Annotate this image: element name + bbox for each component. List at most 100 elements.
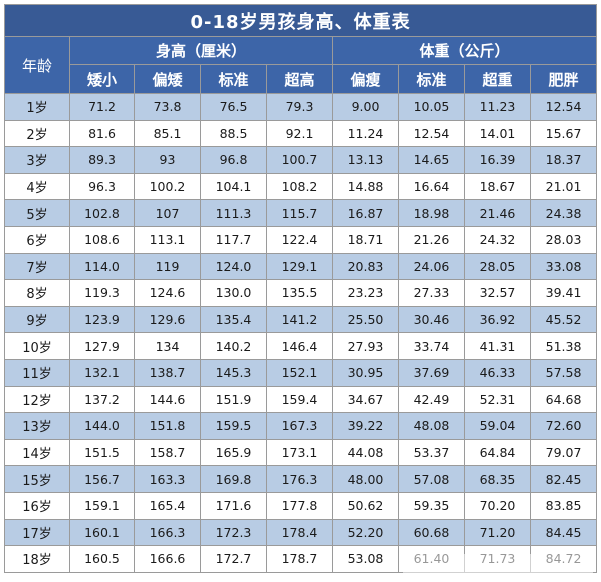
table-cell: 122.4 (266, 225, 333, 254)
table-cell: 30.95 (332, 358, 399, 387)
table-cell: 32.57 (464, 279, 531, 307)
table-cell: 70.20 (464, 491, 531, 520)
table-cell: 18.67 (464, 172, 531, 201)
table-cell: 46.33 (464, 358, 531, 387)
table-cell: 83.85 (529, 491, 598, 520)
table-cell: 123.9 (69, 305, 135, 334)
table-cell: 57.08 (398, 465, 465, 493)
table-row: 9岁 123.9 129.6 135.4 141.2 25.50 30.46 3… (4, 305, 598, 334)
table-cell: 144.0 (69, 412, 135, 440)
table-cell: 27.33 (398, 279, 465, 307)
table-row: 12岁 137.2 144.6 151.9 159.4 34.67 42.49 … (4, 385, 598, 414)
age-cell: 2岁 (4, 119, 70, 148)
table-cell: 11.24 (332, 119, 399, 148)
table-cell: 93 (134, 146, 201, 174)
table-cell: 28.03 (529, 225, 598, 254)
table-cell: 124.0 (200, 252, 267, 281)
table-cell: 45.52 (529, 305, 598, 334)
table-row: 6岁 108.6 113.1 117.7 122.4 18.71 21.26 2… (4, 225, 598, 254)
table-cell: 71.2 (69, 93, 135, 121)
age-cell: 13岁 (4, 412, 70, 440)
table-row: 18岁 160.5 166.6 172.7 178.7 53.08 61.40 … (4, 545, 598, 573)
table-row: 5岁 102.8 107 111.3 115.7 16.87 18.98 21.… (4, 199, 598, 227)
table-cell: 20.83 (332, 252, 399, 281)
table-cell: 172.3 (200, 518, 267, 547)
table-cell: 24.38 (529, 199, 598, 227)
table-cell: 85.1 (134, 119, 201, 148)
table-cell: 48.00 (332, 465, 399, 493)
age-cell: 17岁 (4, 518, 70, 547)
table-cell: 96.8 (200, 146, 267, 174)
table-cell: 11.23 (464, 93, 531, 121)
table-cell: 48.08 (398, 412, 465, 440)
table-cell: 84.72 (529, 545, 598, 573)
table-cell: 59.35 (398, 491, 465, 520)
table-cell: 52.31 (464, 385, 531, 414)
table-cell: 37.69 (398, 358, 465, 387)
age-cell: 1岁 (4, 93, 70, 121)
table-cell: 141.2 (266, 305, 333, 334)
table-cell: 41.31 (464, 332, 531, 360)
table-cell: 108.6 (69, 225, 135, 254)
table-cell: 88.5 (200, 119, 267, 148)
table-cell: 159.1 (69, 491, 135, 520)
table-cell: 137.2 (69, 385, 135, 414)
table-cell: 115.7 (266, 199, 333, 227)
table-cell: 119.3 (69, 279, 135, 307)
table-row: 16岁 159.1 165.4 171.6 177.8 50.62 59.35 … (4, 491, 598, 520)
table-cell: 160.5 (69, 545, 135, 573)
table-cell: 50.62 (332, 491, 399, 520)
table-cell: 152.1 (266, 358, 333, 387)
table-cell: 163.3 (134, 465, 201, 493)
table-cell: 140.2 (200, 332, 267, 360)
table-title: 0-18岁男孩身高、体重表 (3, 4, 598, 37)
table-cell: 173.1 (266, 438, 333, 467)
table-cell: 18.37 (529, 146, 598, 174)
weight-over-header: 超重 (464, 64, 531, 94)
age-cell: 12岁 (4, 385, 70, 414)
weight-group-header: 体重（公斤） (331, 36, 598, 65)
table-row: 11岁 132.1 138.7 145.3 152.1 30.95 37.69 … (4, 358, 598, 387)
table-row: 1岁 71.2 73.8 76.5 79.3 9.00 10.05 11.23 … (4, 93, 598, 121)
table-cell: 34.67 (332, 385, 399, 414)
table-row: 14岁 151.5 158.7 165.9 173.1 44.08 53.37 … (4, 438, 598, 467)
table-cell: 14.88 (332, 172, 399, 201)
table-row: 2岁 81.6 85.1 88.5 92.1 11.24 12.54 14.01… (4, 119, 598, 148)
age-cell: 8岁 (4, 279, 70, 307)
table-row: 8岁 119.3 124.6 130.0 135.5 23.23 27.33 3… (4, 279, 598, 307)
table-cell: 79.3 (266, 93, 333, 121)
table-cell: 16.64 (398, 172, 465, 201)
table-cell: 138.7 (134, 358, 201, 387)
age-column-header: 年龄 (4, 36, 70, 94)
table-cell: 117.7 (200, 225, 267, 254)
table-cell: 151.9 (200, 385, 267, 414)
table-row: 4岁 96.3 100.2 104.1 108.2 14.88 16.64 18… (4, 172, 598, 201)
table-row: 17岁 160.1 166.3 172.3 178.4 52.20 60.68 … (4, 518, 598, 547)
table-cell: 72.60 (529, 412, 598, 440)
age-cell: 18岁 (4, 545, 70, 573)
table-cell: 28.05 (464, 252, 531, 281)
table-cell: 12.54 (398, 119, 465, 148)
table-cell: 158.7 (134, 438, 201, 467)
table-cell: 145.3 (200, 358, 267, 387)
table-cell: 39.41 (529, 279, 598, 307)
table-cell: 44.08 (332, 438, 399, 467)
table-cell: 64.84 (464, 438, 531, 467)
table-cell: 61.40 (398, 545, 465, 573)
table-cell: 102.8 (69, 199, 135, 227)
table-cell: 33.08 (529, 252, 598, 281)
table-cell: 129.1 (266, 252, 333, 281)
age-cell: 14岁 (4, 438, 70, 467)
table-cell: 30.46 (398, 305, 465, 334)
age-cell: 5岁 (4, 199, 70, 227)
age-cell: 16岁 (4, 491, 70, 520)
table-cell: 10.05 (398, 93, 465, 121)
table-cell: 156.7 (69, 465, 135, 493)
table-cell: 21.01 (529, 172, 598, 201)
table-cell: 104.1 (200, 172, 267, 201)
table-cell: 68.35 (464, 465, 531, 493)
table-cell: 165.4 (134, 491, 201, 520)
table-cell: 166.6 (134, 545, 201, 573)
table-cell: 172.7 (200, 545, 267, 573)
table-cell: 53.37 (398, 438, 465, 467)
